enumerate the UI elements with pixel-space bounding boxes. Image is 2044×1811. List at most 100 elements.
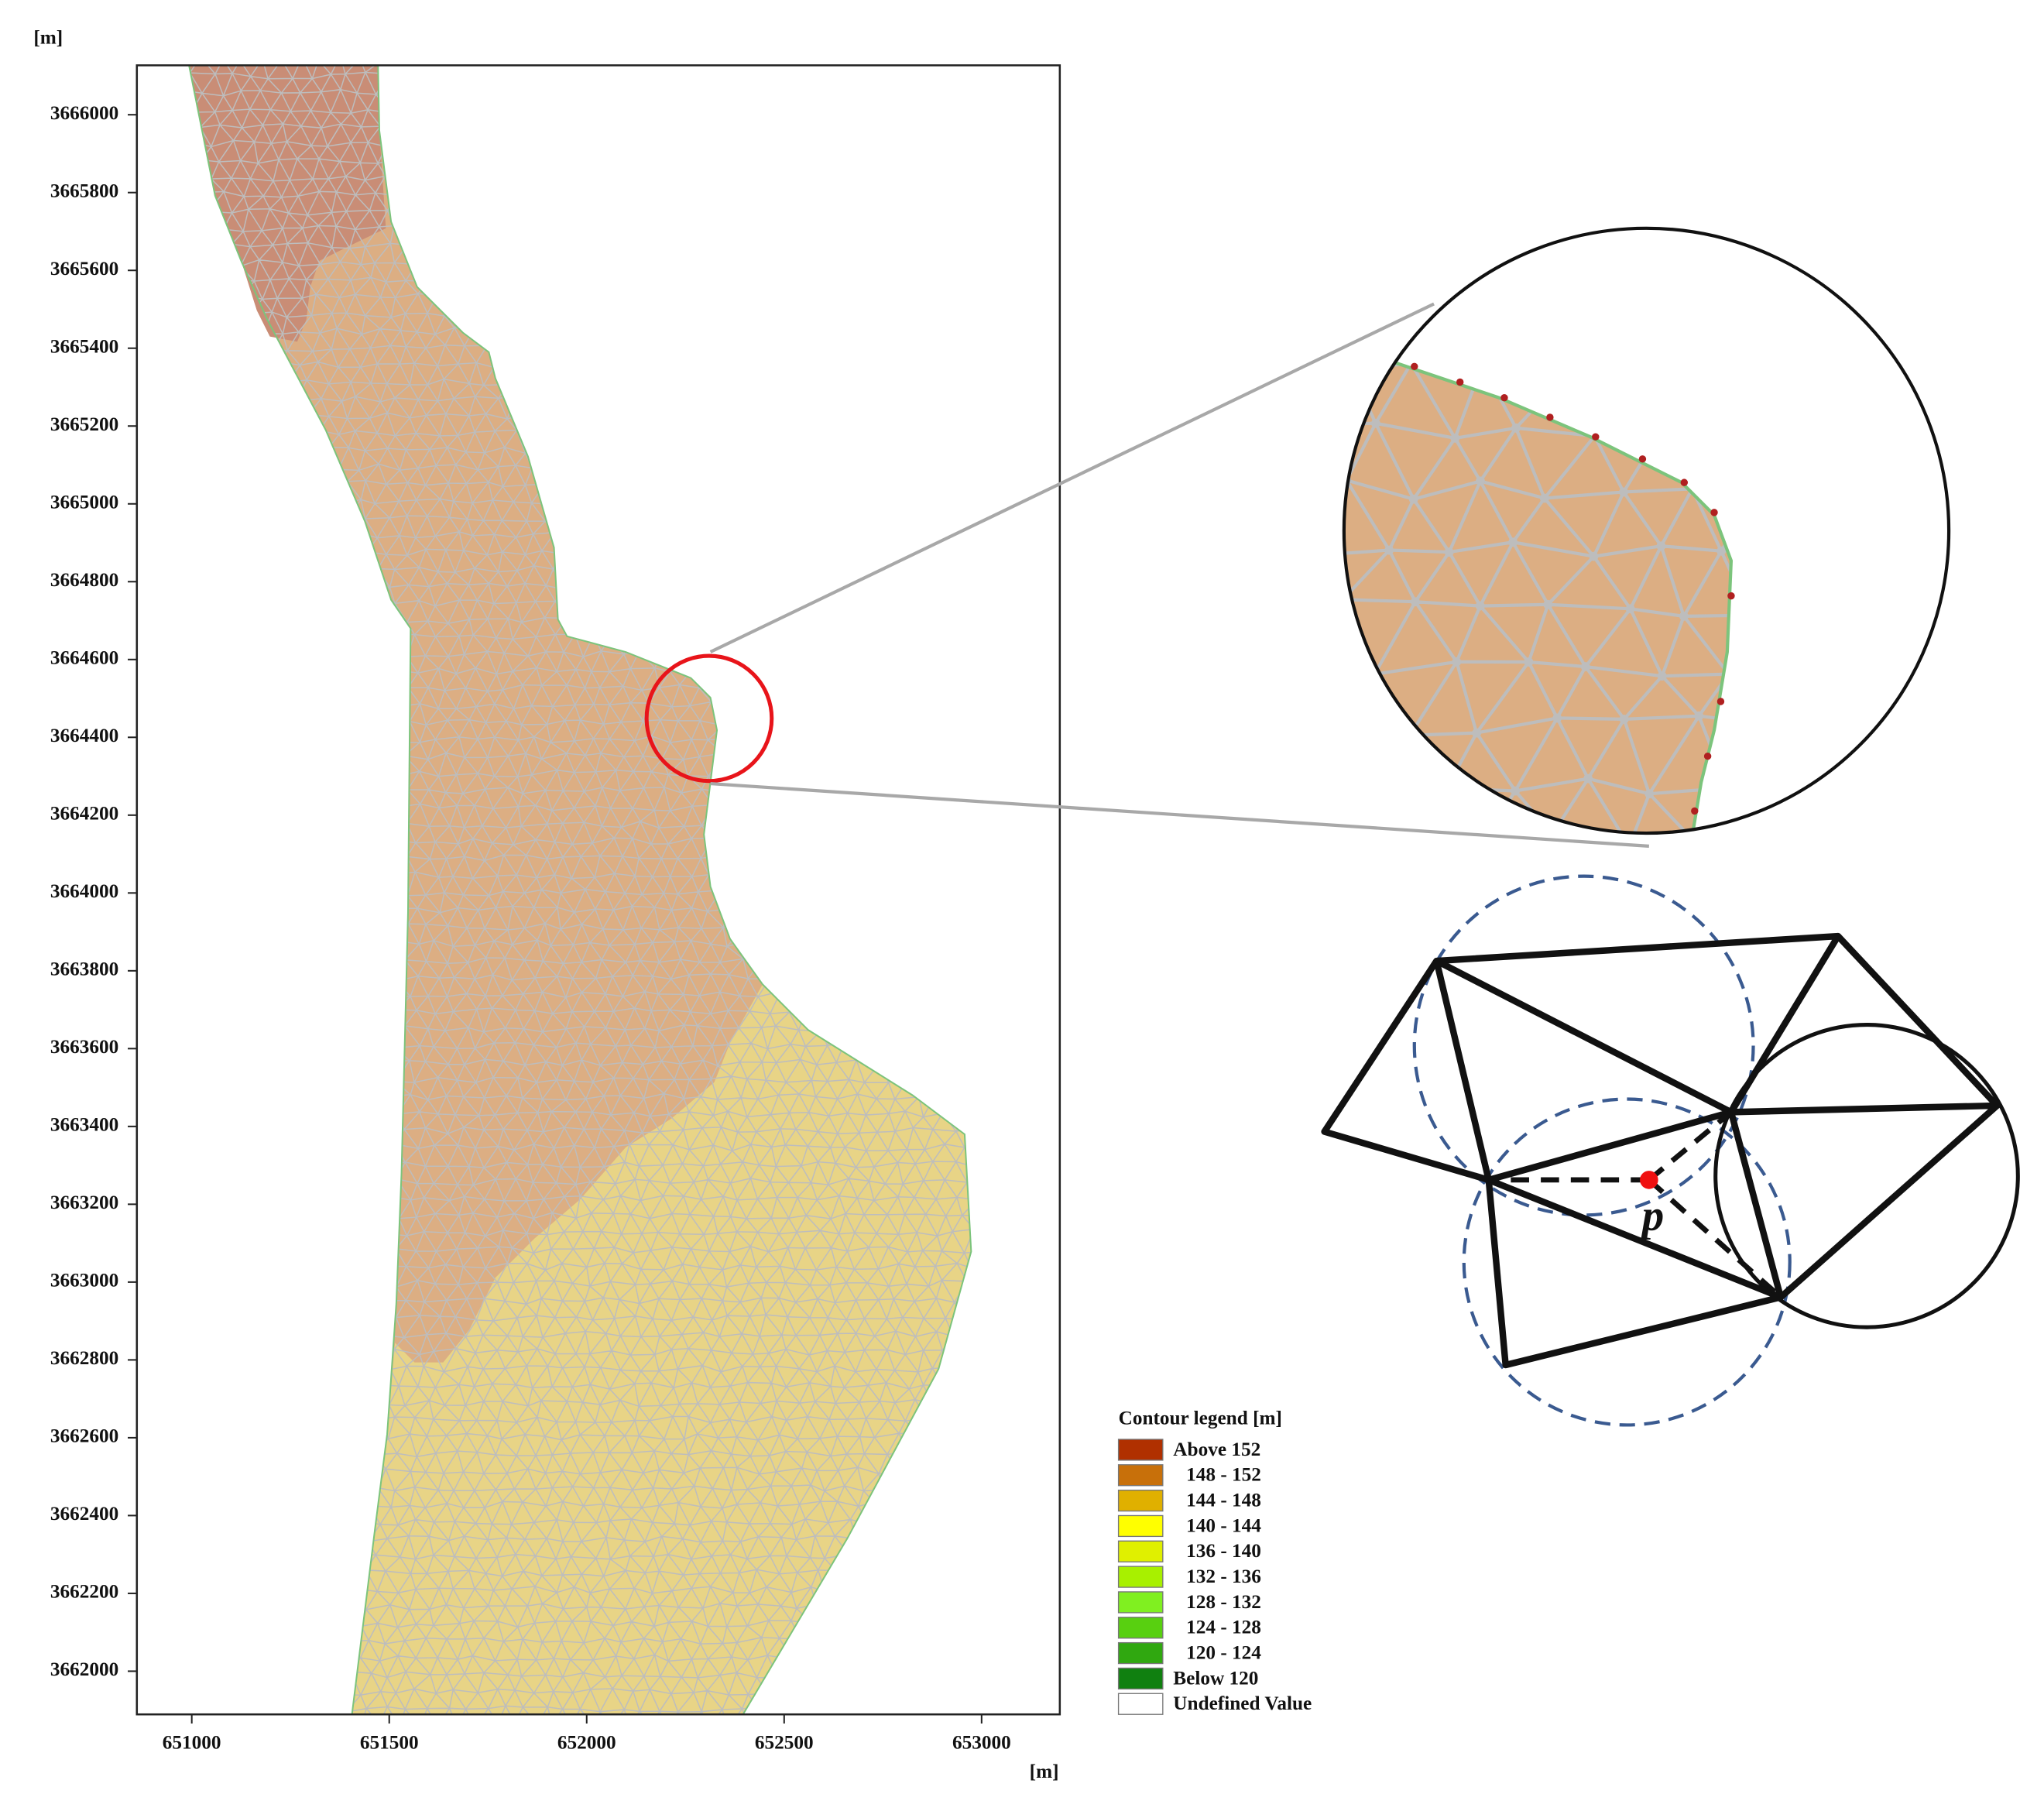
boundary-node	[1638, 455, 1647, 463]
circumcircle	[1462, 1097, 1792, 1427]
y-tick-label: 3663400	[50, 1114, 118, 1136]
y-tick-label: 3664600	[50, 647, 118, 669]
mesh-node	[1346, 365, 1356, 375]
legend-swatch	[1117, 1693, 1164, 1715]
legend-label: 124 - 128	[1186, 1617, 1261, 1638]
mesh-node	[1679, 611, 1689, 621]
circumcircle	[1412, 874, 1755, 1217]
boundary-node	[1710, 509, 1718, 516]
zoom-connector	[710, 781, 1649, 848]
y-tick-label: 3664800	[50, 569, 118, 591]
mesh-node	[1539, 493, 1549, 503]
mesh-node	[1722, 783, 1731, 793]
mesh-node	[1315, 303, 1325, 312]
mesh-node	[1322, 893, 1332, 903]
triangle-edges	[1321, 932, 2001, 1369]
legend-label: 132 - 136	[1186, 1566, 1261, 1587]
mesh-node	[1580, 662, 1590, 671]
y-tick-label: 3663800	[50, 959, 118, 980]
mesh-node	[1477, 360, 1487, 370]
legend-swatch	[1117, 1489, 1164, 1512]
zoom-view	[1305, 301, 1837, 918]
mesh-node	[1792, 420, 1801, 430]
mesh-node	[1552, 713, 1562, 723]
mesh-node	[1411, 597, 1420, 607]
boundary-node	[1680, 478, 1689, 486]
legend-swatch	[1117, 1540, 1164, 1562]
legend-swatch	[1117, 1591, 1164, 1614]
mesh-node	[1370, 418, 1380, 428]
mesh-node	[1593, 301, 1602, 310]
mesh-node	[1794, 314, 1803, 324]
mesh-node	[1453, 316, 1463, 325]
mesh-node	[1384, 545, 1394, 555]
x-tick-label: 651500	[360, 1732, 419, 1754]
mesh-node	[1647, 907, 1656, 916]
delaunay-diagram: p	[1321, 874, 2020, 1427]
mesh-node	[1345, 595, 1348, 605]
legend-label: Undefined Value	[1173, 1693, 1312, 1714]
mesh-map	[187, 64, 972, 1716]
boundary-node	[1703, 753, 1712, 760]
x-tick-label: 653000	[952, 1732, 1011, 1754]
legend-label: 128 - 132	[1186, 1591, 1261, 1613]
mesh-node	[1512, 905, 1521, 914]
mesh-node	[1382, 898, 1391, 907]
circumcircle	[1713, 1023, 2020, 1329]
boundary-node	[1411, 362, 1418, 371]
mesh-node	[1440, 899, 1449, 908]
mesh-node	[1619, 487, 1628, 497]
mesh-node	[1811, 612, 1820, 622]
zoom-marker	[644, 653, 774, 784]
mesh-node	[1746, 611, 1755, 620]
mesh-node	[1785, 892, 1795, 901]
y-tick-label: 3662600	[50, 1425, 118, 1447]
mesh-node	[1404, 730, 1415, 740]
mesh-node	[1827, 489, 1837, 499]
legend-label: Above 152	[1173, 1439, 1260, 1460]
mesh-node	[1761, 848, 1770, 857]
mesh-node	[1616, 366, 1626, 376]
legend-label: Below 120	[1173, 1667, 1258, 1689]
mesh-node	[1619, 715, 1629, 724]
mesh-node	[1345, 718, 1355, 727]
mesh-node	[1747, 718, 1757, 727]
mesh-node	[1444, 547, 1454, 557]
mesh-node	[1589, 551, 1599, 561]
mesh-node	[1716, 546, 1726, 556]
mesh-node	[1305, 551, 1315, 561]
mesh-node	[1452, 657, 1462, 667]
point-label: p	[1638, 1192, 1665, 1240]
mesh-node	[1761, 366, 1771, 376]
mesh-node	[1442, 784, 1452, 793]
mesh-node	[1722, 908, 1731, 918]
boundary-node	[1500, 393, 1508, 402]
mesh-node	[1508, 537, 1518, 547]
mesh-node	[1310, 784, 1319, 794]
mesh-node	[1472, 728, 1482, 738]
y-tick-label: 3663200	[50, 1192, 118, 1213]
legend-label: 140 - 144	[1186, 1514, 1261, 1536]
y-tick-label: 3665600	[50, 258, 118, 280]
mesh-node	[1511, 423, 1521, 433]
y-tick-label: 3662800	[50, 1347, 118, 1369]
legend-title: Contour legend [m]	[1119, 1408, 1282, 1429]
mesh-node	[1787, 544, 1796, 553]
mesh-node	[1322, 664, 1331, 674]
y-tick-label: 3665200	[50, 413, 118, 435]
y-tick-label: 3662200	[50, 1581, 118, 1603]
mesh-node	[1757, 480, 1766, 489]
y-tick-label: 3665800	[50, 180, 118, 202]
mesh-node	[1558, 373, 1568, 383]
y-tick-label: 3662400	[50, 1503, 118, 1525]
boundary-node	[1727, 592, 1735, 600]
legend-swatch	[1117, 1439, 1164, 1461]
mesh-node	[1578, 906, 1587, 915]
mesh-node	[1380, 780, 1391, 791]
insert-point	[1640, 1171, 1658, 1189]
y-tick-label: 3663600	[50, 1036, 118, 1058]
mesh-node	[1658, 421, 1668, 431]
boundary	[187, 64, 972, 1716]
